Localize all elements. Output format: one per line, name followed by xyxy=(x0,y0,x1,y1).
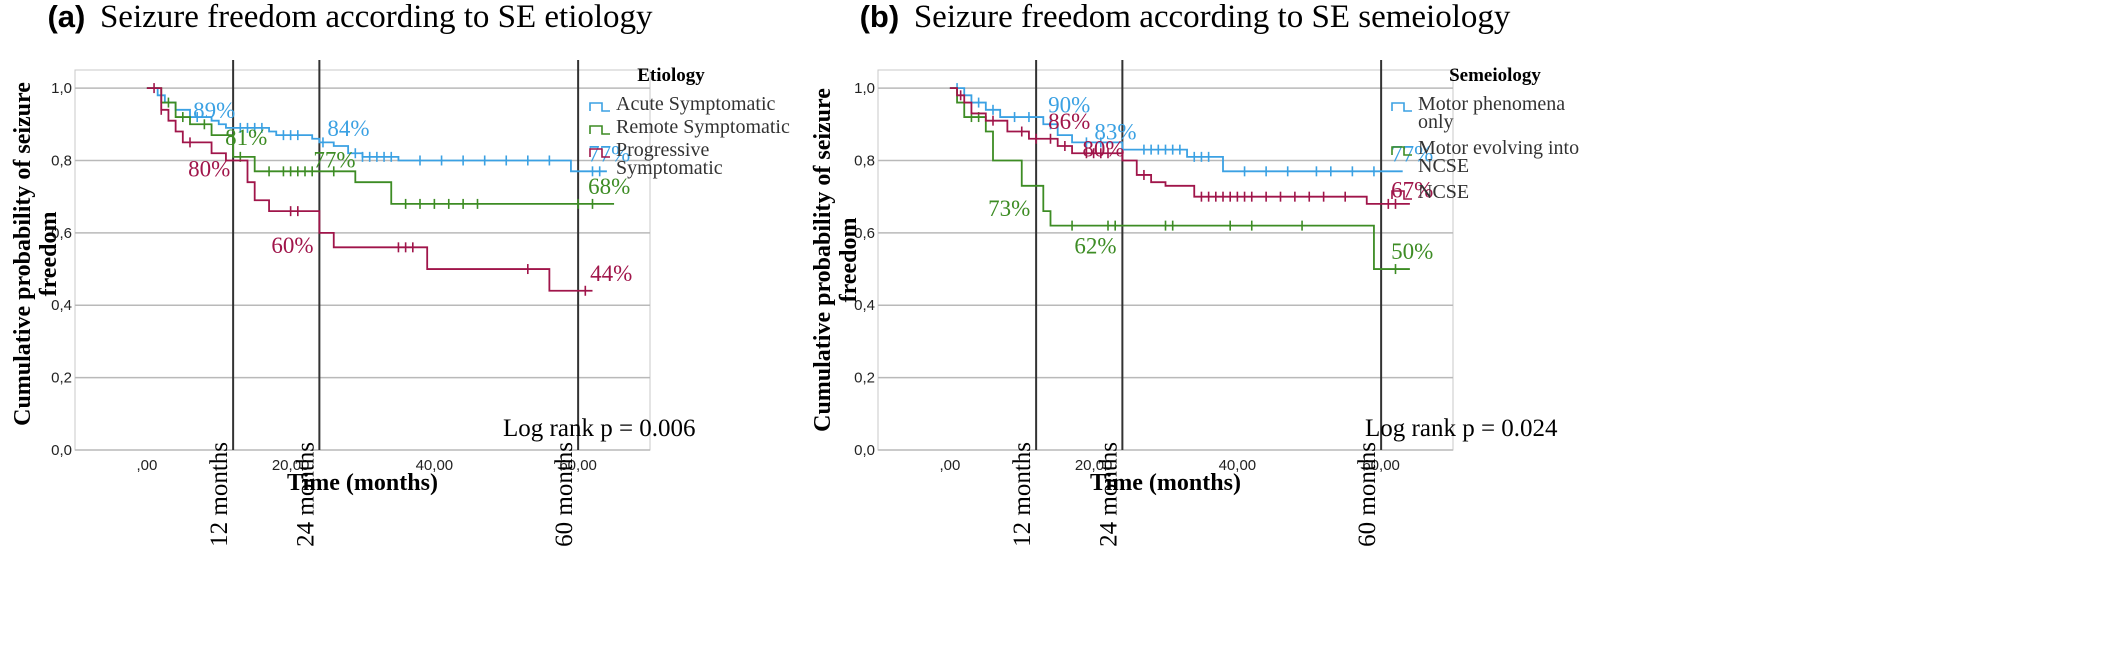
panel-tag: (a) xyxy=(47,0,94,34)
legend-swatch xyxy=(1391,146,1412,156)
panel-tag: (b) xyxy=(860,0,908,34)
x-tick-label: 40,00 xyxy=(1219,457,1257,474)
legend-entry-line: only xyxy=(1418,111,1454,133)
percentage-label: 86% xyxy=(1048,109,1090,134)
percentage-label: 73% xyxy=(988,196,1030,221)
legend-title: Etiology xyxy=(637,65,705,86)
y-tick-label: 0,0 xyxy=(854,442,875,459)
legend-entry: Remote Symptomatic xyxy=(616,116,790,138)
reference-label-24-months: 24 months xyxy=(1095,442,1122,547)
survival-curve-0 xyxy=(949,87,1403,173)
legend-entry-line: Symptomatic xyxy=(616,157,723,179)
title-text: Seizure freedom according to SE etiology xyxy=(100,0,653,35)
percentage-label: 80% xyxy=(1082,136,1124,161)
chart-title: (b) Seizure freedom according to SE seme… xyxy=(860,0,1511,35)
percentage-label: 83% xyxy=(1094,120,1136,145)
y-axis-title-line1: Cumulative probability of seizure xyxy=(10,82,36,426)
y-tick-label: 1,0 xyxy=(854,80,875,97)
legend-entry-line: NCSE xyxy=(1418,181,1469,203)
y-tick-label: 0,6 xyxy=(854,225,875,242)
x-axis-title: Time (months) xyxy=(1090,470,1241,496)
x-axis-title: Time (months) xyxy=(287,470,438,496)
percentage-label: 62% xyxy=(1074,234,1116,259)
panel-a: (a) Seizure freedom according to SE etio… xyxy=(10,0,790,547)
legend-entry: Motor phenomena only xyxy=(1418,93,1565,133)
percentage-label: 60% xyxy=(271,233,313,258)
percentage-label: 67% xyxy=(1391,178,1433,203)
legend-swatch xyxy=(1391,102,1412,112)
legend-swatch xyxy=(589,102,610,112)
y-axis-title: Cumulative probability of seizurefreedom xyxy=(10,82,62,426)
legend-entry-line: Progressive xyxy=(616,139,709,161)
legend-entry-line: Motor evolving into xyxy=(1418,137,1579,159)
x-tick-label: ,00 xyxy=(136,457,157,474)
reference-label-12-months: 12 months xyxy=(1009,442,1036,547)
chart-title: (a) Seizure freedom according to SE etio… xyxy=(47,0,653,35)
legend-entry-line: Remote Symptomatic xyxy=(616,116,790,138)
y-tick-label: 0,6 xyxy=(51,225,72,242)
y-tick-label: 0,2 xyxy=(51,370,72,387)
percentage-label: 77% xyxy=(313,147,355,172)
percentage-label: 44% xyxy=(590,261,632,286)
legend-entry: Motor evolving into NCSE xyxy=(1418,137,1579,177)
y-axis-title-line1: Cumulative probability of seizure xyxy=(810,88,836,432)
percentage-label: 81% xyxy=(225,125,267,150)
reference-label-24-months: 24 months xyxy=(292,442,319,547)
legend-swatch xyxy=(1391,190,1412,200)
legend-entry-line: NCSE xyxy=(1418,155,1469,177)
percentage-label: 90% xyxy=(1048,92,1090,117)
y-tick-label: 1,0 xyxy=(51,80,72,97)
survival-curve-1 xyxy=(146,87,615,205)
log-rank-statistic: Log rank p = 0.024 xyxy=(1365,415,1558,442)
log-rank-statistic: Log rank p = 0.006 xyxy=(503,415,696,442)
reference-label-60-months: 60 months xyxy=(1354,442,1381,547)
legend-swatch xyxy=(589,148,610,158)
x-tick-label: 60,00 xyxy=(1362,457,1400,474)
legend-title: Semeiology xyxy=(1449,65,1541,86)
panel-b: (b) Seizure freedom according to SE seme… xyxy=(810,0,1579,547)
title-text: Seizure freedom according to SE semeiolo… xyxy=(914,0,1511,35)
percentage-label: 80% xyxy=(188,156,230,181)
y-axis-title: Cumulative probability of seizurefreedom xyxy=(810,88,862,432)
plot-area xyxy=(877,69,1454,451)
y-tick-label: 0,8 xyxy=(51,152,72,169)
x-tick-label: 20,00 xyxy=(1075,457,1113,474)
percentage-label: 77% xyxy=(1391,141,1433,166)
percentage-label: 77% xyxy=(588,141,630,166)
y-tick-label: 0,2 xyxy=(854,370,875,387)
y-tick-label: 0,4 xyxy=(51,297,72,314)
y-tick-label: 0,4 xyxy=(854,297,875,314)
x-tick-label: ,00 xyxy=(939,457,960,474)
x-tick-label: 60,00 xyxy=(559,457,597,474)
reference-label-12-months: 12 months xyxy=(206,442,233,547)
percentage-label: 50% xyxy=(1391,239,1433,264)
percentage-label: 68% xyxy=(588,174,630,199)
legend-entry: Progressive Symptomatic xyxy=(616,139,723,179)
survival-curve-1 xyxy=(949,87,1410,270)
plot-area xyxy=(74,69,651,451)
percentage-label: 84% xyxy=(327,116,369,141)
legend-swatch xyxy=(589,125,610,135)
survival-curve-2 xyxy=(146,87,593,292)
legend-entry: NCSE xyxy=(1418,181,1469,203)
reference-label-60-months: 60 months xyxy=(551,442,578,547)
y-axis-title-line2: freedom xyxy=(36,212,62,297)
y-axis-title-line2: freedom xyxy=(836,218,862,303)
x-tick-label: 20,00 xyxy=(272,457,310,474)
legend-entry-line: Acute Symptomatic xyxy=(616,93,776,115)
y-tick-label: 0,8 xyxy=(854,152,875,169)
legend-entry-line: Motor phenomena xyxy=(1418,93,1565,115)
x-tick-label: 40,00 xyxy=(416,457,454,474)
y-tick-label: 0,0 xyxy=(51,442,72,459)
percentage-label: 89% xyxy=(193,98,235,123)
legend-entry: Acute Symptomatic xyxy=(616,93,776,115)
